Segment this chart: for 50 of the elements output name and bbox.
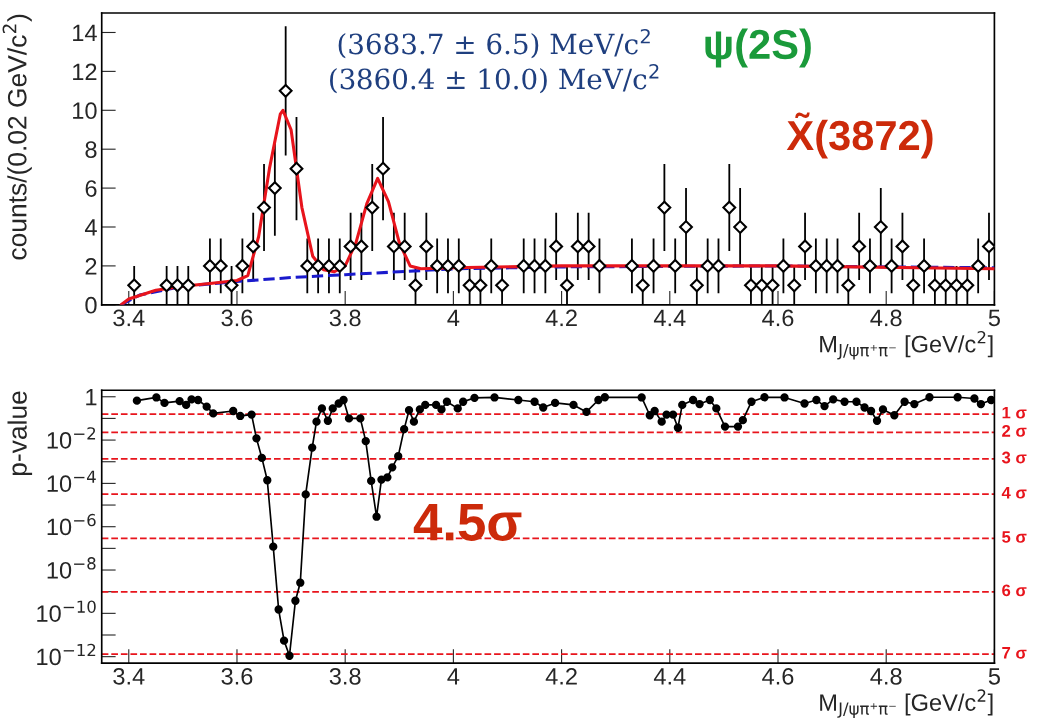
x-tick-label: 4	[447, 309, 460, 327]
x-tick-label: 3.4	[113, 309, 145, 327]
x-tick-label: 4.6	[762, 309, 794, 327]
x-tick-label: 3.8	[329, 309, 361, 327]
x-tick-label: 4.2	[545, 309, 577, 327]
y-tick-label: 12	[73, 63, 97, 80]
y-tick-label: 2	[85, 257, 97, 275]
y-tick-label: 4	[84, 219, 97, 236]
ref-line-label: 5 σ	[1002, 531, 1027, 543]
y-tick-label: 1	[86, 389, 97, 406]
ref-line-label: 2 σ	[1002, 424, 1027, 437]
x-tick-label: 5	[988, 668, 1000, 685]
y-tick-label: 10$^{−8}$	[47, 557, 96, 579]
x-tick-label: 4	[447, 668, 460, 685]
annotation: X̃(3872)	[786, 112, 933, 159]
x-tick-label: 5	[988, 309, 1000, 327]
x-tick-label: 4.6	[762, 667, 794, 685]
y-tick-label: 10$^{−12}$	[37, 643, 96, 666]
ref-line-label: 7 σ	[1002, 647, 1027, 659]
x-tick-label: 4.4	[653, 309, 686, 327]
y-tick-label: 10$^{−10}$	[37, 600, 96, 622]
x-tick-label: 3.8	[329, 667, 361, 685]
annotation: ψ(2S)	[705, 28, 811, 68]
line-series	[119, 108, 995, 305]
annotation: 4.5σ	[413, 504, 522, 541]
y-tick-label: 0	[85, 296, 97, 314]
x-axis-title: M$_{J/ψπ⁺π⁻}$ [GeV/c$^{2}$]	[820, 330, 993, 360]
x-tick-label: 3.4	[113, 667, 145, 685]
annotation: (3860.4 ± 10.0) MeV/c$^{2}$	[330, 63, 659, 94]
y-axis-title: p-value	[7, 391, 33, 476]
y-tick-label: 10$^{−4}$	[47, 470, 96, 493]
y-tick-label: 10$^{−2}$	[47, 427, 96, 449]
y-tick-label: 10	[73, 102, 97, 120]
y-tick-label: 8	[85, 141, 97, 158]
x-tick-label: 4.4	[653, 668, 686, 685]
ref-line-label: 4 σ	[1001, 486, 1027, 499]
y-tick-label: 6	[85, 180, 97, 197]
y-tick-label: 10$^{−6}$	[47, 513, 96, 536]
ref-line-label: 3 σ	[1001, 451, 1027, 464]
ref-line-label: 1 σ	[1002, 406, 1027, 419]
x-tick-label: 4.8	[870, 309, 902, 327]
y-axis-title: counts/(0.02 GeV/c$^{2}$)	[2, 14, 32, 260]
annotation: (3683.7 ± 6.5) MeV/c$^{2}$	[338, 28, 650, 59]
x-tick-label: 3.6	[221, 667, 253, 685]
x-tick-label: 4.8	[870, 667, 902, 685]
y-tick-label: 14	[73, 24, 97, 42]
x-axis-title: M$_{J/ψπ⁺π⁻}$ [GeV/c$^{2}$]	[820, 689, 993, 718]
ref-line-label: 6 σ	[1002, 584, 1027, 597]
x-tick-label: 3.6	[221, 309, 253, 327]
x-tick-label: 4.2	[545, 667, 577, 685]
